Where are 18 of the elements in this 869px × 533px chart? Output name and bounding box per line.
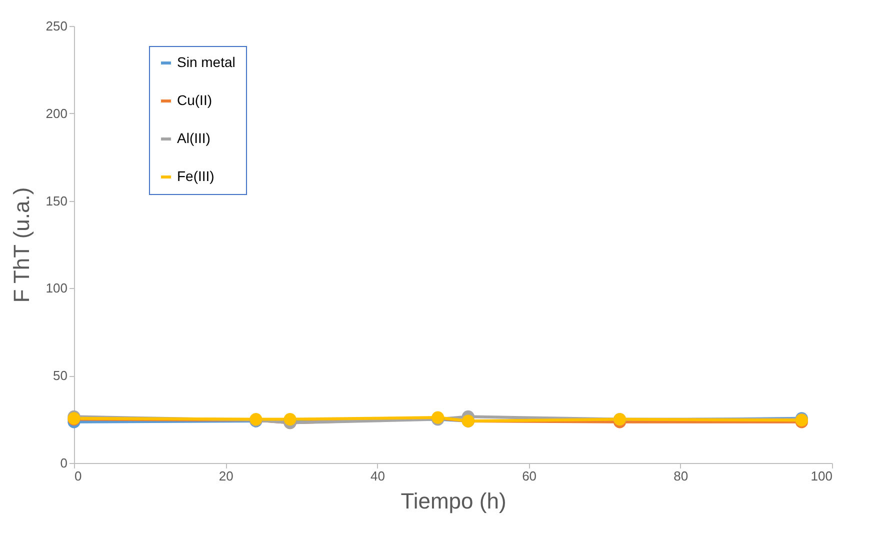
x-tick-label: 80 xyxy=(674,468,688,484)
y-tick-label: 250 xyxy=(46,18,68,34)
x-tick-label: 60 xyxy=(522,468,537,484)
y-axis-title: F ThT (u.a.) xyxy=(8,187,34,303)
y-tick-label: 50 xyxy=(53,368,68,384)
y-tick-label: 200 xyxy=(46,106,68,121)
legend-label: Sin metal xyxy=(177,54,236,70)
x-tick-label: 20 xyxy=(218,468,234,484)
y-tick-label: 100 xyxy=(46,280,68,296)
x-tick-label: 40 xyxy=(370,468,385,484)
y-tick-label: 0 xyxy=(60,456,68,470)
y-tick-label: 150 xyxy=(46,193,68,208)
x-axis-title: Tiempo (h) xyxy=(400,488,506,514)
legend-label: Cu(II) xyxy=(177,92,212,108)
x-tick-label: 100 xyxy=(810,468,832,484)
x-tick-label: 0 xyxy=(74,468,82,484)
legend-label: Al(III) xyxy=(177,130,210,146)
legend-label: Fe(III) xyxy=(177,168,214,184)
